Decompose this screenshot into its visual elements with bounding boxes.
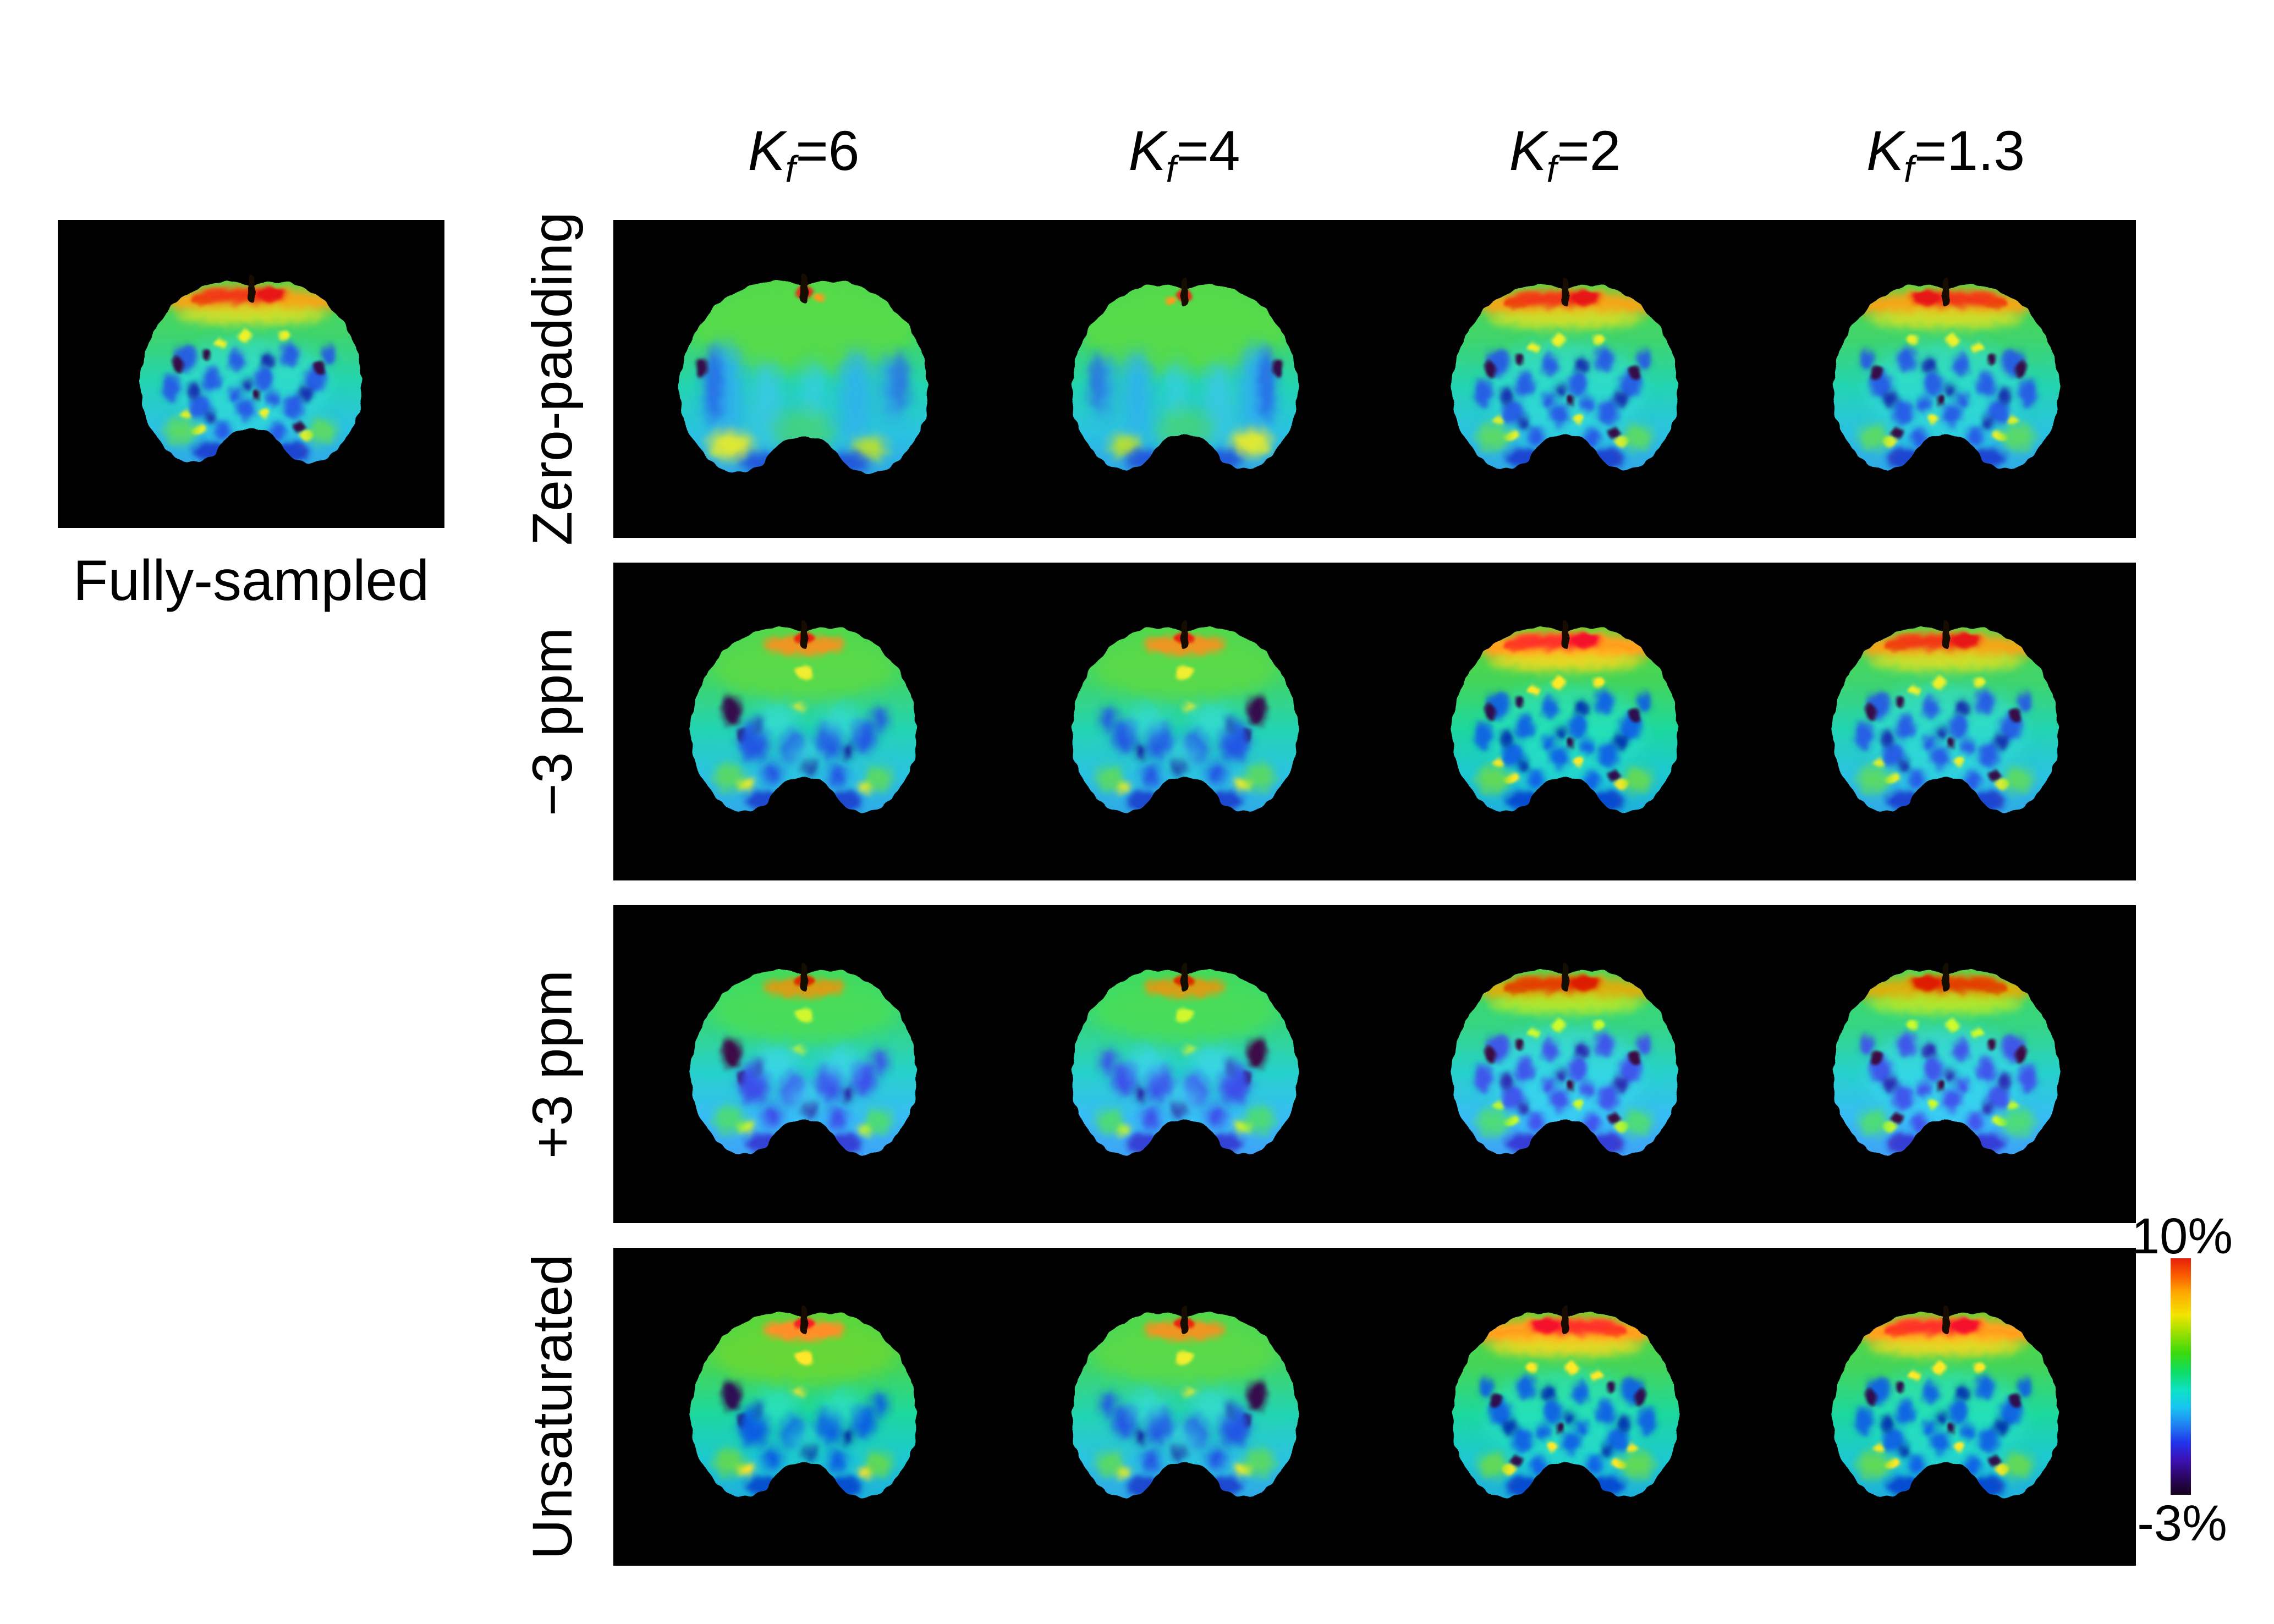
cest-map-minus-3ppm-kf6 bbox=[665, 610, 943, 833]
row-label-plus-3ppm: +3 ppm bbox=[521, 970, 584, 1159]
kf-value: =6 bbox=[795, 119, 860, 182]
map-cell-zero-padding-kf4 bbox=[994, 220, 1375, 538]
cest-map-zero-padding-kf4 bbox=[1046, 268, 1323, 490]
colorbar-gradient bbox=[2171, 1258, 2191, 1495]
cest-map-minus-3ppm-kf1-3 bbox=[1807, 610, 2085, 833]
column-header-kf4: Kf=4 bbox=[994, 114, 1375, 191]
kf-subscript: f bbox=[1166, 148, 1177, 190]
column-header-kf6: Kf=6 bbox=[613, 114, 994, 191]
colorbar-min-label: -3% bbox=[2137, 1495, 2227, 1551]
column-header-kf2: Kf=2 bbox=[1375, 114, 1755, 191]
map-cell-plus-3ppm-kf6 bbox=[613, 905, 994, 1223]
map-cell-zero-padding-kf6 bbox=[613, 220, 994, 538]
cest-map-plus-3ppm-kf2 bbox=[1426, 953, 1704, 1175]
row-panel-unsaturated bbox=[613, 1248, 2136, 1566]
cest-map-minus-3ppm-kf2 bbox=[1426, 610, 1704, 833]
row-panel-zero-padding bbox=[613, 220, 2136, 538]
cest-map-minus-3ppm-kf4 bbox=[1046, 610, 1323, 833]
colorbar-max-label: 10% bbox=[2131, 1208, 2233, 1264]
row-label-minus-3ppm: −3 ppm bbox=[521, 627, 584, 816]
cest-map-zero-padding-kf1-3 bbox=[1807, 268, 2085, 490]
kf-symbol: K bbox=[748, 119, 786, 182]
map-cell-minus-3ppm-kf1-3 bbox=[1755, 563, 2136, 880]
row-panel-minus-3ppm bbox=[613, 563, 2136, 880]
map-cell-minus-3ppm-kf4 bbox=[994, 563, 1375, 880]
map-cell-unsaturated-kf6 bbox=[613, 1248, 994, 1566]
map-cell-plus-3ppm-kf2 bbox=[1375, 905, 1755, 1223]
map-cell-plus-3ppm-kf1-3 bbox=[1755, 905, 2136, 1223]
row-label-unsaturated: Unsaturated bbox=[521, 1254, 584, 1560]
cest-map-zero-padding-kf6 bbox=[651, 263, 957, 494]
column-header-kf1-3: Kf=1.3 bbox=[1755, 114, 2136, 191]
kf-subscript: f bbox=[1546, 148, 1557, 190]
kf-value: =4 bbox=[1176, 119, 1240, 182]
map-cell-unsaturated-kf2 bbox=[1375, 1248, 1755, 1566]
cest-map-unsaturated-kf2 bbox=[1426, 1296, 1704, 1518]
cest-map-plus-3ppm-kf1-3 bbox=[1807, 953, 2085, 1175]
cest-map-unsaturated-kf6 bbox=[665, 1296, 943, 1518]
kf-symbol: K bbox=[1128, 119, 1166, 182]
cest-map-unsaturated-kf1-3 bbox=[1807, 1296, 2085, 1518]
map-cell-plus-3ppm-kf4 bbox=[994, 905, 1375, 1223]
kf-value: =2 bbox=[1557, 119, 1621, 182]
map-cell-zero-padding-kf1-3 bbox=[1755, 220, 2136, 538]
cest-map-zero-padding-kf2 bbox=[1426, 268, 1704, 490]
map-cell-unsaturated-kf1-3 bbox=[1755, 1248, 2136, 1566]
kf-symbol: K bbox=[1866, 119, 1904, 182]
kf-value: =1.3 bbox=[1914, 119, 2025, 182]
kf-subscript: f bbox=[1903, 148, 1914, 190]
cest-map-plus-3ppm-kf4 bbox=[1046, 953, 1323, 1175]
map-cell-zero-padding-kf2 bbox=[1375, 220, 1755, 538]
reference-label: Fully-sampled bbox=[73, 549, 430, 613]
reference-image-panel bbox=[58, 220, 444, 528]
cest-map-plus-3ppm-kf6 bbox=[665, 953, 943, 1175]
map-cell-unsaturated-kf4 bbox=[994, 1248, 1375, 1566]
cest-map-unsaturated-kf4 bbox=[1046, 1296, 1323, 1518]
map-cell-minus-3ppm-kf2 bbox=[1375, 563, 1755, 880]
map-cell-minus-3ppm-kf6 bbox=[613, 563, 994, 880]
kf-symbol: K bbox=[1509, 119, 1547, 182]
kf-subscript: f bbox=[785, 148, 796, 190]
cest-map-fully-sampled bbox=[114, 265, 388, 483]
row-label-zero-padding: Zero-padding bbox=[521, 212, 584, 546]
row-panel-plus-3ppm bbox=[613, 905, 2136, 1223]
